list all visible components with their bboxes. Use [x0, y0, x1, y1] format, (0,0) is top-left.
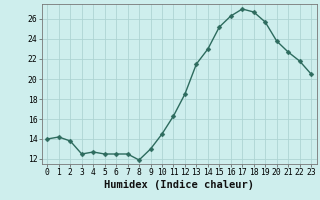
- X-axis label: Humidex (Indice chaleur): Humidex (Indice chaleur): [104, 180, 254, 190]
